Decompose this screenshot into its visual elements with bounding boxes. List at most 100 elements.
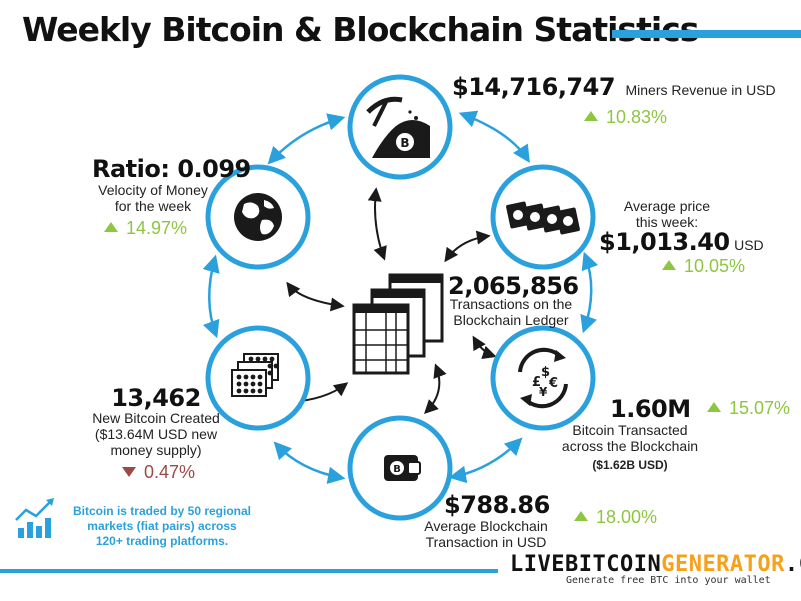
banknotes-icon xyxy=(506,201,580,235)
avgtx-change-value: 18.00% xyxy=(596,507,658,527)
miners-value: $14,716,747 xyxy=(452,73,616,101)
created-label: New Bitcoin Created ($13.64M USD new mon… xyxy=(82,410,230,458)
node-price xyxy=(490,164,596,270)
price-label-line1: Average price xyxy=(623,198,711,214)
hub-arrow-transacted xyxy=(472,335,497,360)
velocity-change: 14.97% xyxy=(104,218,187,239)
price-change-value: 10.05% xyxy=(684,256,746,276)
ledger-icon xyxy=(352,273,444,375)
up-triangle-icon xyxy=(662,260,676,270)
avgtx-label-line2: Transaction in USD xyxy=(425,534,547,550)
node-created xyxy=(205,325,311,431)
hub-arrow-avgtx xyxy=(424,363,447,414)
hub-arrow-price xyxy=(444,230,491,263)
svg-text:£: £ xyxy=(532,375,541,390)
created-stat: 13,462 xyxy=(98,384,214,412)
hub-arrow-miners xyxy=(367,187,387,261)
mining-pickaxe-icon: B xyxy=(366,96,430,158)
created-label-line1: New Bitcoin Created xyxy=(92,410,220,426)
transacted-stat: 1.60M xyxy=(610,395,691,423)
trend-chart-icon xyxy=(15,498,54,538)
note-line3: 120+ trading platforms. xyxy=(95,534,229,548)
center-label: Transactions on the Blockchain Ledger xyxy=(440,296,582,328)
miners-label: Miners Revenue in USD xyxy=(625,82,776,98)
velocity-label: Velocity of Money for the week xyxy=(86,182,220,214)
up-triangle-icon xyxy=(104,222,118,232)
price-label: Average price this week: xyxy=(612,198,722,230)
created-change-value: 0.47% xyxy=(144,462,196,482)
avgtx-label-line1: Average Blockchain xyxy=(424,518,548,534)
transacted-label-line1: Bitcoin Transacted xyxy=(572,422,688,438)
velocity-stat: Ratio: 0.099 xyxy=(92,155,251,183)
ring-arrow-miners-price xyxy=(458,110,530,163)
svg-text:¥: ¥ xyxy=(539,385,548,399)
svg-text:$: $ xyxy=(541,365,550,380)
price-value: $1,013.40 xyxy=(599,228,730,256)
transacted-label-line2: across the Blockchain xyxy=(561,438,699,454)
currency-exchange-icon: £ $ € ¥ xyxy=(518,347,568,409)
globe-icon xyxy=(234,193,282,241)
price-change: 10.05% xyxy=(662,256,745,277)
node-avgtx: B xyxy=(347,415,453,521)
brand-part2: GENERATOR xyxy=(661,552,785,577)
up-triangle-icon xyxy=(707,402,721,412)
brand-part1: LIVEBITCOIN xyxy=(510,552,662,577)
transacted-value: 1.60M xyxy=(610,395,691,423)
hub-arrows xyxy=(286,187,497,414)
svg-text:B: B xyxy=(393,464,401,475)
price-label-line2: this week: xyxy=(635,214,699,230)
brand-logo[interactable]: LIVEBITCOINGENERATOR.COM xyxy=(510,552,801,577)
hub-arrow-velocity xyxy=(286,281,345,312)
bitcoin-wallet-icon: B xyxy=(384,455,421,481)
coin-stacks-icon xyxy=(231,353,279,397)
title-accent-bar xyxy=(612,30,801,38)
created-change: 0.47% xyxy=(122,462,195,483)
velocity-value: Ratio: 0.099 xyxy=(92,155,251,183)
node-miners: B xyxy=(347,74,453,180)
created-label-line2: ($13.64M USD new xyxy=(94,426,218,442)
transacted-label: Bitcoin Transacted across the Blockchain… xyxy=(555,422,705,473)
note-line2: markets (fiat pairs) across xyxy=(87,519,237,533)
svg-text:B: B xyxy=(400,136,409,150)
center-value: 2,065,856 xyxy=(448,272,579,300)
ring-arrow-price-transacted xyxy=(580,251,599,334)
ring-arrow-avgtx-created xyxy=(273,441,346,484)
down-triangle-icon xyxy=(122,467,136,477)
center-label-line2: Blockchain Ledger xyxy=(453,312,569,328)
page-title: Weekly Bitcoin & Blockchain Statistics xyxy=(22,10,699,49)
ring-arrow-velocity-miners xyxy=(267,113,346,165)
center-label-line1: Transactions on the xyxy=(449,296,573,312)
transacted-change-value: 15.07% xyxy=(729,398,791,418)
up-triangle-icon xyxy=(574,511,588,521)
price-unit: USD xyxy=(734,237,764,253)
transacted-change: 15.07% xyxy=(707,398,790,419)
center-stat: 2,065,856 xyxy=(448,272,579,300)
avgtx-change: 18.00% xyxy=(574,507,657,528)
footer-accent-bar xyxy=(0,569,498,573)
ring-arrow-created-velocity xyxy=(202,254,220,339)
transacted-usd: ($1.62B USD) xyxy=(592,458,668,472)
ring-arrows xyxy=(202,110,599,484)
brand-tagline: Generate free BTC into your wallet xyxy=(566,575,771,586)
trading-note: Bitcoin is traded by 50 regional markets… xyxy=(62,504,262,549)
price-stat: $1,013.40 USD xyxy=(599,228,764,256)
avgtx-value: $788.86 xyxy=(444,491,550,519)
velocity-change-value: 14.97% xyxy=(126,218,188,238)
miners-change-value: 10.83% xyxy=(606,107,668,127)
svg-text:€: € xyxy=(548,376,558,391)
created-label-line3: money supply) xyxy=(110,442,202,458)
note-line1: Bitcoin is traded by 50 regional xyxy=(72,504,252,518)
up-triangle-icon xyxy=(584,111,598,121)
node-velocity xyxy=(205,164,311,270)
created-value: 13,462 xyxy=(111,384,201,412)
miners-stat: $14,716,747 Miners Revenue in USD xyxy=(452,73,776,101)
avgtx-stat: $788.86 xyxy=(444,491,550,519)
node-transacted: £ $ € ¥ xyxy=(490,325,596,431)
avgtx-label: Average Blockchain Transaction in USD xyxy=(414,518,558,550)
miners-change: 10.83% xyxy=(584,107,667,128)
velocity-label-line1: Velocity of Money xyxy=(98,182,208,198)
brand-part3: .COM xyxy=(784,552,801,577)
velocity-label-line2: for the week xyxy=(114,198,192,214)
ring-arrow-transacted-avgtx xyxy=(448,437,523,484)
